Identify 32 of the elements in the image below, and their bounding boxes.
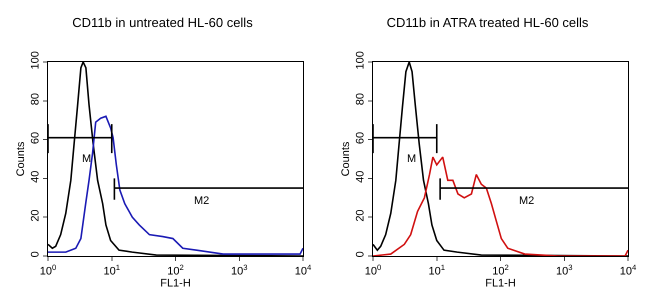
y-tick-label: 60 [354,132,366,144]
y-tick-label: 100 [29,51,42,70]
x-tick-label: 10$^{3}$ [230,262,248,278]
y-tick-label: 40 [354,170,366,183]
y-tick-label: 80 [354,93,366,106]
y-tick-label: 0 [354,251,366,258]
x-axis-title: FL1-H [160,278,191,290]
annotation: M2 [519,195,534,207]
x-tick-label: 10$^{2}$ [167,262,184,278]
y-axis-title: Counts [340,141,352,176]
y-tick-label: 100 [354,51,366,70]
annotation: M2 [194,195,210,207]
x-tick-label: 10$^{1}$ [103,262,120,278]
x-tick-label: 10$^{2}$ [492,262,509,278]
x-tick-label: 10$^{4}$ [294,262,312,278]
x-tick-label: 10$^{3}$ [556,262,573,278]
annotation: M [407,153,416,165]
y-tick-label: 40 [29,170,42,183]
y-tick-label: 20 [29,209,42,222]
x-axis-title: FL1-H [485,278,516,290]
y-tick-label: 20 [354,209,366,222]
x-tick-label: 10$^{1}$ [428,262,446,278]
y-tick-label: 80 [29,93,42,106]
x-tick-label: 10$^{0}$ [364,262,382,278]
chart-title: CD11b in untreated HL-60 cells [72,15,254,30]
y-tick-label: 60 [29,132,42,144]
y-axis-title: Counts [15,141,28,176]
x-tick-label: 10$^{0}$ [40,262,56,278]
annotation: M [82,153,92,165]
x-tick-label: 10$^{4}$ [620,262,637,278]
y-tick-label: 0 [29,251,42,258]
chart-title: CD11b in ATRA treated HL-60 cells [386,15,589,30]
